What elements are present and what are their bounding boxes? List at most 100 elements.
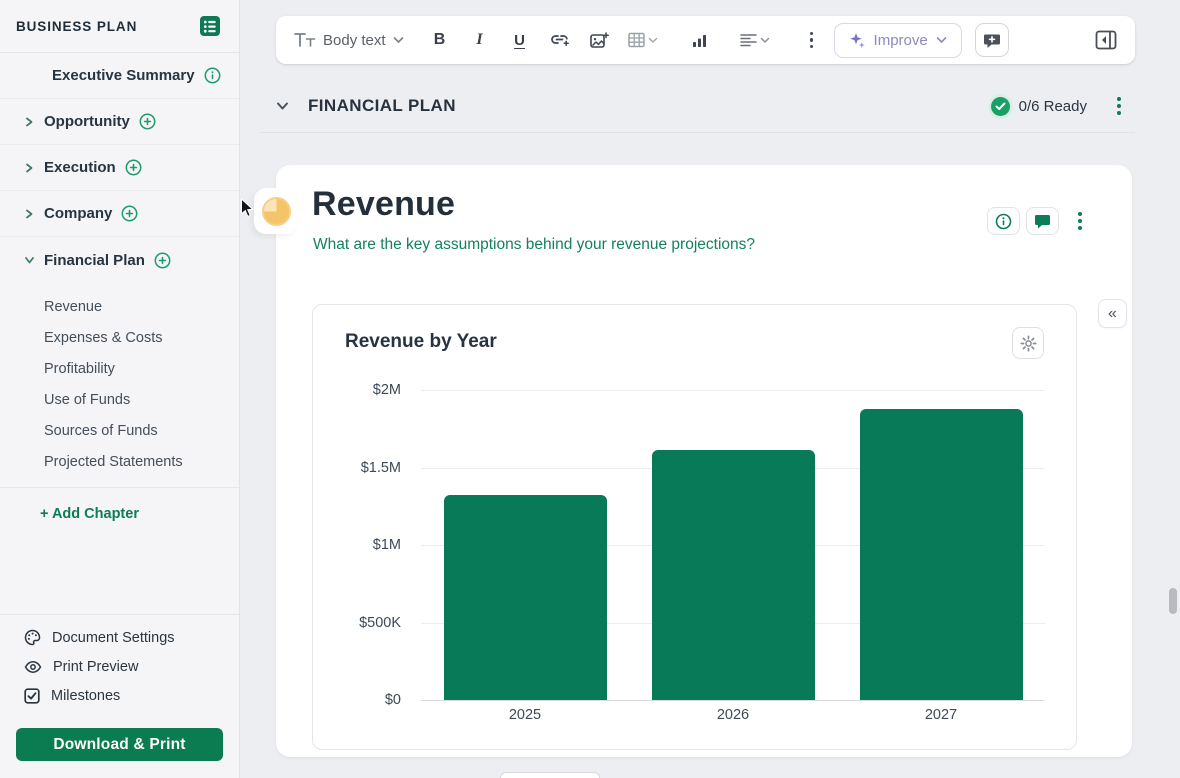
underline-icon: U: [514, 32, 525, 49]
align-left-icon: [740, 33, 757, 47]
add-comment-button[interactable]: [975, 23, 1009, 57]
progress-tab[interactable]: [254, 188, 298, 234]
download-and-print-button[interactable]: Download & Print: [16, 728, 223, 761]
underline-button[interactable]: U: [508, 26, 532, 54]
more-options-menu[interactable]: [804, 32, 820, 49]
revenue-prompt: What are the key assumptions behind your…: [313, 236, 755, 254]
financial-plan-section-header: FINANCIAL PLAN 0/6 Ready: [260, 80, 1135, 133]
chevron-down-icon[interactable]: [24, 255, 36, 265]
bar-2025: [444, 495, 607, 700]
insert-table-dropdown[interactable]: [628, 32, 658, 48]
gridline: [421, 700, 1045, 701]
section-options-menu[interactable]: [1117, 97, 1121, 115]
chapter-label: Financial Plan: [44, 252, 145, 269]
add-section-icon[interactable]: [121, 205, 138, 222]
sidebar: BUSINESS PLAN Executive Summary Opportun…: [0, 0, 240, 778]
outline-view-button[interactable]: [197, 13, 223, 39]
next-element-peek: [500, 772, 600, 778]
download-section: Download & Print: [0, 714, 239, 778]
sparkle-icon: [849, 32, 866, 49]
info-button[interactable]: [987, 207, 1020, 235]
sidebar-item-revenue[interactable]: Revenue: [0, 291, 239, 322]
bar-slot: [629, 390, 837, 700]
improve-label: Improve: [874, 32, 928, 49]
insert-chart-button[interactable]: [688, 26, 712, 54]
bar-chart-icon: [692, 33, 707, 48]
sidebar-item-profitability[interactable]: Profitability: [0, 353, 239, 384]
revenue-card: Revenue What are the key assumptions beh…: [276, 165, 1132, 757]
bars-container: [421, 390, 1045, 700]
add-chapter-button[interactable]: + Add Chapter: [0, 487, 239, 536]
bar-2026: [652, 450, 815, 700]
milestones-button[interactable]: Milestones: [0, 681, 239, 710]
add-section-icon[interactable]: [154, 252, 171, 269]
sidebar-spacer: [0, 536, 239, 614]
tool-label: Milestones: [51, 688, 120, 704]
alignment-dropdown[interactable]: [740, 33, 770, 47]
section-title: FINANCIAL PLAN: [308, 96, 456, 116]
chevron-right-icon[interactable]: [24, 209, 36, 219]
expand-right-panel-button[interactable]: «: [1098, 299, 1127, 328]
sidebar-item-executive-summary[interactable]: Executive Summary: [0, 53, 239, 99]
text-style-value: Body text: [323, 32, 386, 49]
revenue-heading: Revenue: [312, 185, 455, 224]
sidebar-item-sources-of-funds[interactable]: Sources of Funds: [0, 415, 239, 446]
gear-icon: [1020, 335, 1037, 352]
chapter-label: Company: [44, 205, 112, 222]
vertical-scrollbar-thumb[interactable]: [1169, 588, 1177, 614]
sidebar-item-financial-plan[interactable]: Financial Plan: [0, 237, 239, 283]
chapter-label: Executive Summary: [52, 67, 195, 84]
chevron-right-icon[interactable]: [24, 163, 36, 173]
insert-link-button[interactable]: [548, 26, 572, 54]
table-icon: [628, 32, 645, 48]
chart-settings-button[interactable]: [1012, 327, 1044, 359]
chevron-right-icon[interactable]: [24, 117, 36, 127]
print-preview-button[interactable]: Print Preview: [0, 652, 239, 681]
comment-add-icon: [983, 32, 1001, 49]
comment-button[interactable]: [1026, 207, 1059, 235]
main-content: Body text B I U: [240, 0, 1180, 778]
table-of-contents-icon: [199, 15, 221, 37]
ready-status[interactable]: 0/6 Ready: [991, 97, 1087, 116]
text-style-dropdown[interactable]: Body text: [294, 32, 404, 49]
y-axis-tick-label: $500K: [359, 615, 401, 631]
check-circle-icon: [991, 97, 1010, 116]
checkbox-checked-icon: [24, 688, 40, 704]
y-axis-tick-label: $2M: [373, 382, 401, 398]
chevron-down-icon: [648, 37, 658, 44]
tool-label: Document Settings: [52, 630, 175, 646]
eye-icon: [24, 660, 42, 674]
chart-title: Revenue by Year: [345, 331, 497, 353]
y-axis-tick-label: $0: [385, 692, 401, 708]
plot-area: 202520262027 $0$500K$1M$1.5M$2M: [421, 390, 1045, 700]
info-circle-icon[interactable]: [204, 67, 221, 84]
insert-image-button[interactable]: [588, 26, 612, 54]
chevron-down-icon[interactable]: [276, 101, 289, 111]
sidebar-item-use-of-funds[interactable]: Use of Funds: [0, 384, 239, 415]
x-axis-labels: 202520262027: [421, 707, 1045, 723]
italic-icon: I: [476, 31, 482, 49]
bar-slot: [837, 390, 1045, 700]
add-section-icon[interactable]: [139, 113, 156, 130]
sidebar-item-execution[interactable]: Execution: [0, 145, 239, 191]
sidebar-tools: Document Settings Print Preview Mileston…: [0, 614, 239, 714]
collapse-panel-button[interactable]: [1095, 30, 1117, 50]
sidebar-item-company[interactable]: Company: [0, 191, 239, 237]
comment-icon: [1034, 214, 1051, 229]
add-section-icon[interactable]: [125, 159, 142, 176]
revenue-options-menu[interactable]: [1078, 212, 1082, 230]
sidebar-item-opportunity[interactable]: Opportunity: [0, 99, 239, 145]
italic-button[interactable]: I: [468, 26, 492, 54]
chapter-label: Opportunity: [44, 113, 130, 130]
editor-toolbar: Body text B I U: [276, 16, 1135, 64]
panel-collapse-icon: [1095, 30, 1117, 50]
sidebar-item-expenses-costs[interactable]: Expenses & Costs: [0, 322, 239, 353]
palette-icon: [24, 629, 41, 646]
improve-button[interactable]: Improve: [834, 23, 962, 58]
info-circle-icon: [995, 213, 1012, 230]
document-settings-button[interactable]: Document Settings: [0, 623, 239, 652]
bold-button[interactable]: B: [428, 26, 452, 54]
sidebar-item-projected-statements[interactable]: Projected Statements: [0, 446, 239, 477]
bar-slot: [421, 390, 629, 700]
chevron-down-icon: [936, 36, 947, 44]
